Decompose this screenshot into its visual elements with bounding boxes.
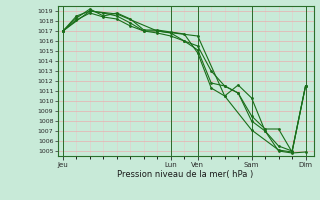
X-axis label: Pression niveau de la mer( hPa ): Pression niveau de la mer( hPa )	[117, 170, 254, 179]
